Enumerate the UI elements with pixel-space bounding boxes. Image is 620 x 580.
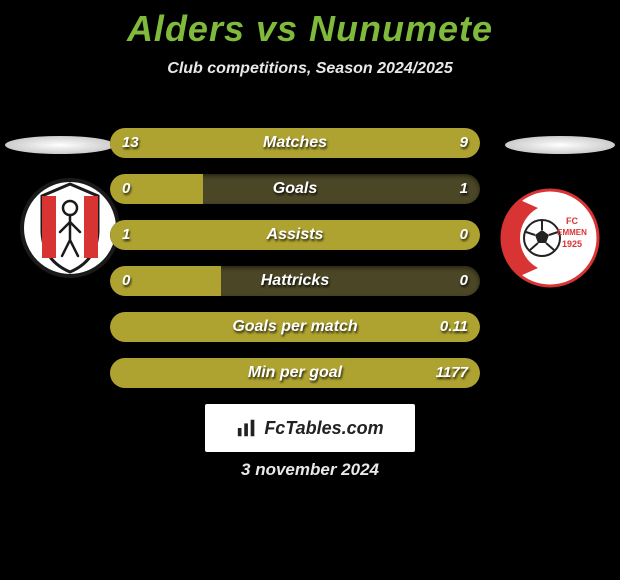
player-plate-left	[5, 136, 115, 154]
stat-value-right: 0.11	[440, 312, 468, 342]
stat-row: 13Matches9	[110, 128, 480, 158]
stat-value-right: 0	[460, 266, 468, 296]
date-text: 3 november 2024	[0, 460, 620, 480]
subtitle: Club competitions, Season 2024/2025	[0, 60, 620, 78]
chart-icon	[236, 417, 258, 439]
stat-row: Goals per match0.11	[110, 312, 480, 342]
stat-label: Goals per match	[110, 312, 480, 342]
comparison-widget: Alders vs Nunumete Club competitions, Se…	[0, 8, 620, 580]
svg-text:FC: FC	[566, 216, 578, 226]
attribution-text: FcTables.com	[264, 418, 383, 439]
stat-label: Goals	[110, 174, 480, 204]
stat-value-right: 0	[460, 220, 468, 250]
stat-value-right: 1177	[436, 358, 468, 388]
badge-right-name: EMMEN	[557, 228, 587, 237]
stat-value-right: 1	[460, 174, 468, 204]
stat-row: 1Assists0	[110, 220, 480, 250]
stat-label: Assists	[110, 220, 480, 250]
stat-row: 0Hattricks0	[110, 266, 480, 296]
club-badge-right: FC EMMEN 1925	[500, 188, 600, 288]
stat-row: Min per goal1177	[110, 358, 480, 388]
stat-label: Hattricks	[110, 266, 480, 296]
stat-value-right: 9	[460, 128, 468, 158]
stat-bars: 13Matches90Goals11Assists00Hattricks0Goa…	[110, 128, 480, 404]
badge-right-year: 1925	[562, 239, 582, 249]
stat-row: 0Goals1	[110, 174, 480, 204]
club-badge-left	[20, 178, 120, 278]
player-plate-right	[505, 136, 615, 154]
stat-label: Matches	[110, 128, 480, 158]
stat-label: Min per goal	[110, 358, 480, 388]
attribution-badge[interactable]: FcTables.com	[205, 404, 415, 452]
page-title: Alders vs Nunumete	[0, 8, 620, 50]
